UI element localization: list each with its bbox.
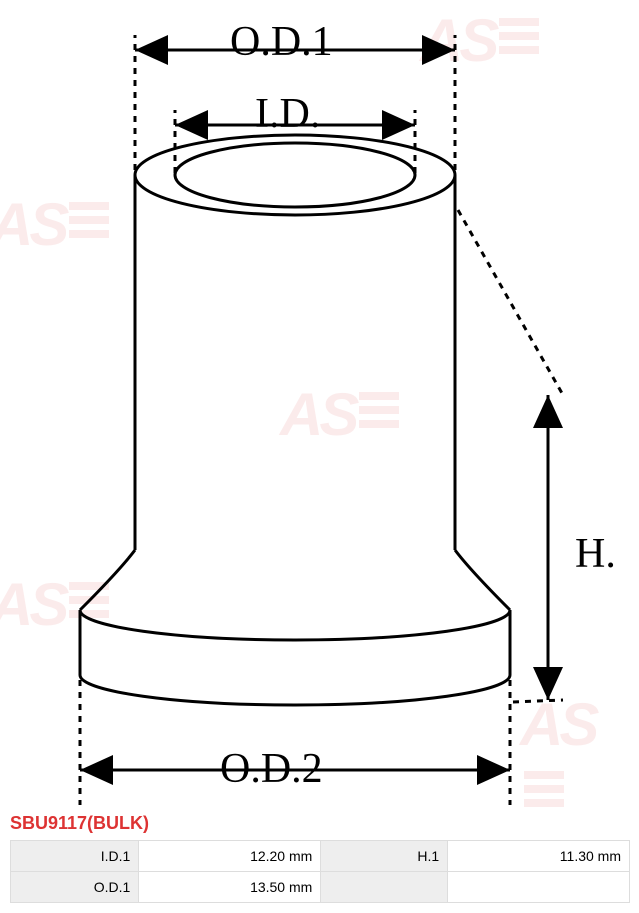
spec-val	[448, 872, 630, 903]
label-od1: O.D.1	[230, 18, 333, 66]
label-od2: O.D.2	[220, 745, 323, 793]
diagram-canvas: AS AS AS AS AS O.D.1 I.D. O.D.2 H.	[0, 0, 639, 810]
spec-val: 12.20 mm	[139, 841, 321, 872]
spec-val: 11.30 mm	[448, 841, 630, 872]
table-row: I.D.1 12.20 mm H.1 11.30 mm	[11, 841, 630, 872]
spec-key: O.D.1	[11, 872, 139, 903]
table-row: O.D.1 13.50 mm	[11, 872, 630, 903]
spec-key	[321, 872, 448, 903]
spec-key: H.1	[321, 841, 448, 872]
label-id: I.D.	[255, 90, 320, 138]
spec-val: 13.50 mm	[139, 872, 321, 903]
label-h: H.	[575, 530, 616, 578]
spec-key: I.D.1	[11, 841, 139, 872]
spec-table: I.D.1 12.20 mm H.1 11.30 mm O.D.1 13.50 …	[10, 840, 630, 903]
